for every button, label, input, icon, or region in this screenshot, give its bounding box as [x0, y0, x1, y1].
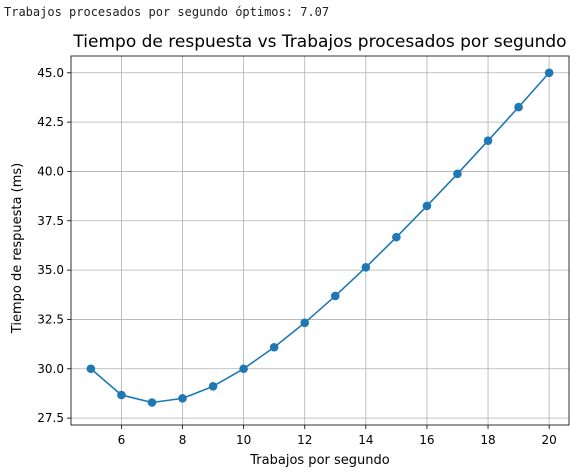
data-point — [330, 291, 340, 301]
x-tick-label: 20 — [542, 433, 557, 447]
y-tick-label: 27.5 — [37, 411, 64, 425]
y-tick-label: 30.0 — [37, 362, 64, 376]
x-tick-label: 8 — [179, 433, 187, 447]
chart-title: Tiempo de respuesta vs Trabajos procesad… — [72, 32, 566, 52]
data-point — [300, 318, 310, 328]
x-tick-label: 16 — [419, 433, 434, 447]
x-tick-label: 6 — [118, 433, 126, 447]
y-tick-label: 42.5 — [37, 115, 64, 129]
data-point — [86, 364, 96, 374]
y-tick-label: 37.5 — [37, 214, 64, 228]
data-point — [453, 169, 462, 179]
data-point — [178, 394, 187, 403]
y-tick-label: 35.0 — [37, 263, 64, 277]
y-tick-label: 40.0 — [37, 164, 64, 178]
x-tick-label: 10 — [236, 433, 251, 447]
grid — [71, 56, 569, 425]
data-point — [392, 232, 401, 242]
y-tick-label: 45.0 — [37, 66, 64, 80]
x-tick-label: 18 — [480, 433, 495, 447]
y-axis-label: Tiempo de respuesta (ms) — [10, 163, 25, 334]
axis-ticks: 6 8 10 12 14 16 18 20 27.5 30.0 32.5 35.0 37.5 40.0 42… — [37, 66, 557, 447]
data-point — [544, 68, 554, 78]
data-point — [483, 136, 493, 145]
data-point — [147, 398, 157, 407]
data-point — [422, 201, 432, 211]
x-tick-label: 12 — [297, 433, 312, 447]
x-tick-label: 14 — [358, 433, 373, 447]
data-point — [239, 364, 248, 374]
x-axis-label: Trabajos por segundo — [249, 453, 389, 468]
data-point — [361, 263, 371, 272]
data-point — [208, 382, 218, 391]
data-point — [269, 342, 279, 352]
plot-frame — [70, 55, 570, 426]
console-output: Trabajos procesados por segundo óptimos:… — [4, 5, 330, 19]
data-point — [514, 102, 523, 112]
y-tick-label: 32.5 — [37, 312, 64, 326]
series-line — [90, 72, 550, 404]
data-point — [117, 390, 126, 400]
data-series — [86, 68, 554, 407]
